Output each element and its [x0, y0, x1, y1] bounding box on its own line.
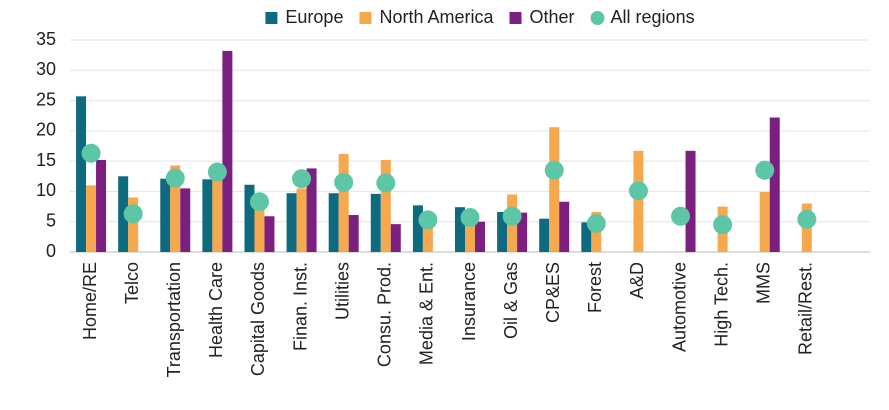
point — [460, 207, 480, 227]
point — [628, 181, 648, 201]
bar — [86, 185, 97, 252]
legend-label: Other — [530, 7, 575, 27]
bar — [549, 127, 560, 252]
bar — [380, 159, 391, 252]
bar — [128, 197, 139, 252]
x-tick-label: Transportation — [164, 262, 184, 377]
bar — [76, 96, 87, 253]
bar — [465, 218, 475, 252]
bar — [328, 193, 339, 252]
bar — [422, 224, 433, 252]
bar — [455, 207, 465, 252]
x-tick-label: Home/RE — [80, 262, 100, 340]
bar — [685, 150, 696, 252]
x-tick-label: A&D — [627, 262, 647, 299]
x-tick-label: Telco — [122, 262, 142, 304]
legend-marker — [265, 12, 278, 24]
bar — [390, 224, 401, 252]
legend-label: All regions — [611, 7, 695, 27]
point — [249, 192, 269, 212]
legend-item: Other — [509, 7, 575, 27]
bar — [559, 201, 570, 252]
x-tick-label: MMS — [753, 262, 773, 304]
y-tick-label: 30 — [36, 59, 56, 79]
bar — [254, 204, 265, 252]
point — [123, 204, 143, 224]
bar — [212, 176, 223, 252]
legend-marker — [590, 11, 605, 25]
legend-marker — [509, 12, 522, 24]
bar — [222, 50, 233, 252]
bar — [96, 159, 107, 252]
legend-item: North America — [359, 7, 494, 27]
bar — [475, 221, 485, 252]
point — [797, 209, 817, 229]
bar — [769, 117, 780, 252]
point — [81, 143, 101, 163]
y-tick-label: 35 — [36, 29, 56, 49]
bar — [160, 178, 171, 252]
point — [292, 169, 312, 189]
legend-marker — [359, 12, 372, 24]
bar — [759, 192, 770, 252]
bar — [539, 218, 550, 252]
point — [671, 206, 691, 226]
x-tick-label: Media & Ent. — [417, 262, 437, 365]
legend-item: Europe — [265, 7, 343, 27]
bar — [244, 184, 255, 252]
x-tick-label: High Tech. — [711, 262, 731, 347]
point — [544, 160, 564, 180]
point — [502, 206, 522, 226]
x-tick-label: Oil & Gas — [501, 262, 521, 339]
bar — [202, 179, 213, 252]
legend-item: All regions — [590, 7, 695, 27]
bar — [497, 212, 508, 252]
bar — [370, 193, 381, 252]
legend-label: North America — [379, 7, 494, 27]
legend-label: Europe — [285, 7, 343, 27]
bar — [306, 168, 317, 252]
point — [165, 168, 185, 188]
x-tick-label: Insurance — [459, 262, 479, 341]
bar — [286, 193, 297, 252]
x-tick-label: Retail/Rest. — [796, 262, 816, 355]
x-tick-label: Utilities — [332, 262, 352, 320]
bar — [412, 205, 423, 252]
point — [207, 162, 227, 182]
x-tick-label: Finan. Inst. — [290, 262, 310, 351]
bar — [517, 212, 528, 252]
bar — [348, 215, 359, 252]
bar — [170, 165, 181, 252]
bar — [264, 216, 275, 252]
bar — [581, 222, 592, 252]
y-tick-label: 20 — [36, 120, 56, 140]
point — [418, 210, 438, 230]
point — [334, 172, 354, 192]
y-tick-label: 10 — [36, 180, 56, 200]
bar — [118, 176, 129, 252]
point — [376, 173, 396, 193]
x-tick-label: CP&ES — [543, 262, 563, 323]
y-tick-label: 0 — [46, 241, 56, 261]
y-tick-label: 15 — [36, 150, 56, 170]
bar — [296, 188, 307, 252]
bar — [338, 153, 349, 252]
bar — [180, 188, 191, 252]
x-tick-label: Health Care — [206, 262, 226, 358]
x-tick-label: Consu. Prod. — [375, 262, 395, 367]
point — [755, 160, 775, 180]
x-tick-label: Automotive — [669, 262, 689, 352]
y-tick-label: 5 — [46, 210, 56, 230]
point — [713, 215, 733, 235]
point — [586, 214, 606, 234]
x-tick-label: Forest — [585, 262, 605, 313]
y-tick-label: 25 — [36, 89, 56, 109]
bar — [633, 150, 644, 252]
x-tick-label: Capital Goods — [248, 262, 268, 376]
